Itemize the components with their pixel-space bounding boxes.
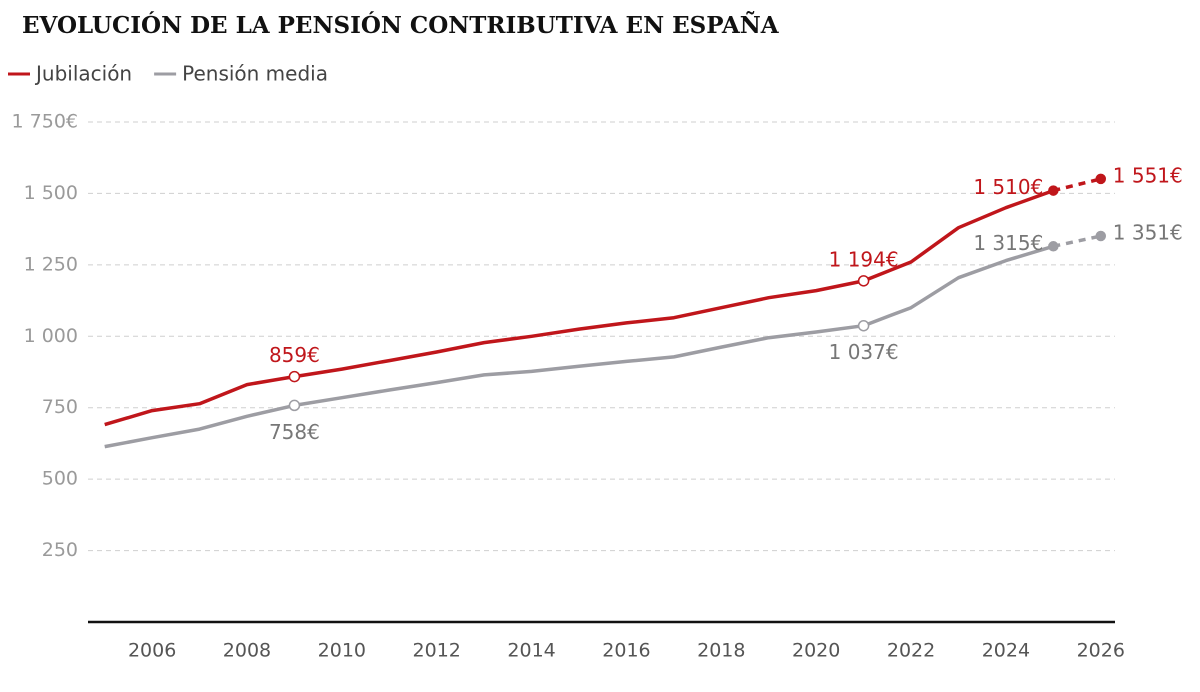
point-marker-open bbox=[288, 399, 301, 412]
legend-label: Pensión media bbox=[182, 62, 328, 86]
chart-title: EVOLUCIÓN DE LA PENSIÓN CONTRIBUTIVA EN … bbox=[22, 12, 780, 39]
y-tick-label: 500 bbox=[42, 468, 78, 490]
y-tick-label: 250 bbox=[42, 539, 78, 561]
x-tick-label: 2022 bbox=[887, 640, 935, 662]
y-tick-label: 1 000 bbox=[24, 325, 78, 347]
point-marker-open bbox=[857, 275, 870, 287]
point-marker bbox=[1095, 230, 1107, 242]
data-label: 758€ bbox=[269, 420, 320, 444]
x-tick-label: 2010 bbox=[318, 640, 366, 662]
x-tick-label: 2026 bbox=[1077, 640, 1125, 662]
y-tick-label: 1 750€ bbox=[12, 111, 78, 133]
y-tick-label: 1 500 bbox=[24, 182, 78, 204]
data-label: 1 510€ bbox=[973, 175, 1043, 199]
data-label: 1 551€ bbox=[1113, 163, 1183, 187]
point-marker-open bbox=[857, 319, 870, 332]
x-tick-label: 2012 bbox=[413, 640, 461, 662]
x-tick-label: 2024 bbox=[982, 640, 1030, 662]
point-marker bbox=[1048, 241, 1059, 252]
legend-label: Jubilación bbox=[34, 62, 132, 86]
x-tick-label: 2008 bbox=[223, 640, 271, 662]
projection-line bbox=[1052, 234, 1102, 249]
data-label: 859€ bbox=[269, 343, 320, 367]
x-tick-label: 2006 bbox=[128, 640, 176, 662]
x-tick-label: 2014 bbox=[507, 640, 555, 662]
point-marker bbox=[1048, 185, 1059, 196]
data-label: 1 194€ bbox=[829, 247, 899, 271]
x-tick-label: 2016 bbox=[602, 640, 650, 662]
data-label: 1 351€ bbox=[1113, 221, 1183, 245]
series-line bbox=[104, 244, 1054, 449]
point-marker bbox=[1095, 173, 1107, 185]
point-marker-open bbox=[288, 370, 301, 383]
series-line bbox=[104, 188, 1054, 427]
y-tick-label: 750 bbox=[42, 396, 78, 418]
x-tick-label: 2020 bbox=[792, 640, 840, 662]
data-label: 1 037€ bbox=[829, 340, 899, 364]
data-label: 1 315€ bbox=[973, 231, 1043, 255]
projection-line bbox=[1052, 177, 1102, 193]
x-tick-label: 2018 bbox=[697, 640, 745, 662]
y-tick-label: 1 250 bbox=[24, 253, 78, 275]
